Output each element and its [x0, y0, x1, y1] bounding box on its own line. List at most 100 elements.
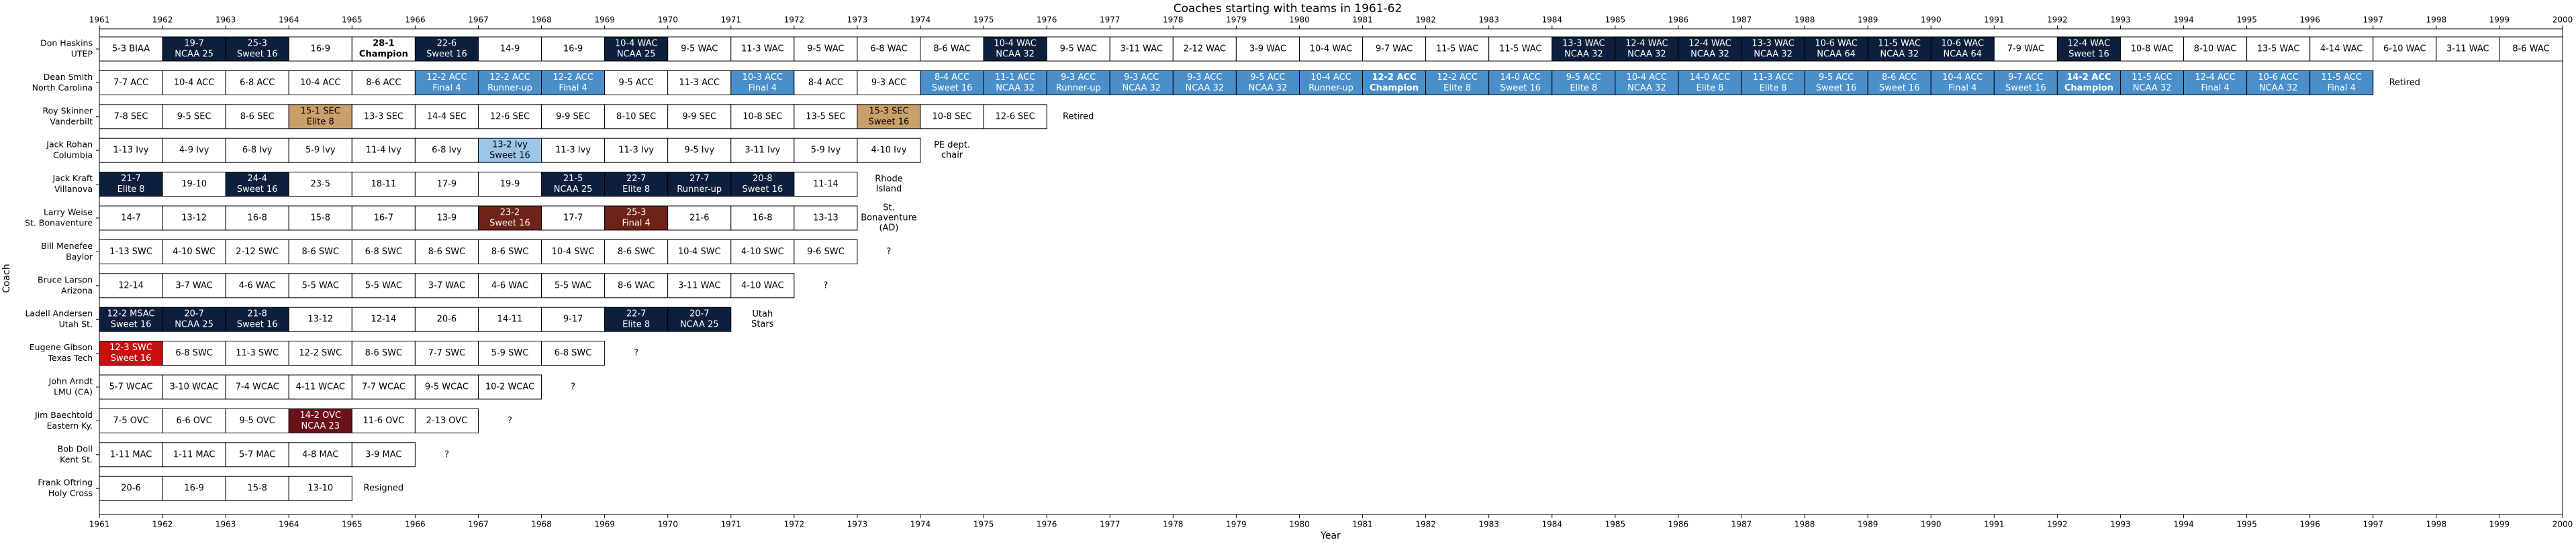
team-name-label: Baylor	[66, 252, 93, 262]
season-bar	[351, 374, 416, 400]
season-record-label: 14-0 ACC	[1500, 72, 1540, 83]
season-bar	[99, 307, 163, 332]
season-bar	[604, 307, 669, 332]
season-bar	[351, 36, 416, 62]
x-tick-label-bottom: 1967	[468, 520, 489, 529]
y-axis-label: Coach	[1, 264, 12, 293]
season-record-label: 12-2 SWC	[299, 348, 342, 358]
season-bar	[162, 138, 226, 163]
x-tick-label-top: 1977	[1100, 15, 1120, 25]
x-tick-label-bottom: 1989	[1858, 520, 1878, 529]
x-tick-label-bottom: 1996	[2299, 520, 2320, 529]
season-bar	[351, 341, 416, 366]
coach-name-label: Bob Doll	[58, 443, 93, 453]
x-tick-label-top: 1976	[1037, 15, 1057, 25]
end-note-label: Retired	[2389, 78, 2420, 88]
season-record-label: 20-7	[184, 309, 204, 319]
season-bar	[225, 36, 289, 62]
season-record-label: 10-4 WAC	[1310, 44, 1353, 54]
season-record-label: 27-7	[689, 174, 710, 184]
season-record-label: 9-6 SWC	[807, 247, 845, 257]
season-record-label: 15-8	[311, 213, 331, 223]
season-bar	[162, 205, 226, 231]
x-tick-label-bottom: 1991	[1984, 520, 2005, 529]
season-bar	[2499, 36, 2563, 62]
season-record-label: 8-6 SWC	[428, 247, 466, 257]
season-record-label: 4-10 WAC	[741, 280, 784, 290]
season-record-label: 17-7	[563, 213, 583, 223]
coach-name-label: Jack Kraft	[52, 173, 93, 183]
season-bar	[604, 205, 669, 231]
season-result-label: NCAA 32	[2259, 83, 2298, 93]
season-result-label: NCAA 32	[2133, 83, 2172, 93]
season-bar	[2119, 36, 2185, 62]
season-record-label: 7-5 OVC	[113, 416, 148, 426]
season-record-label: 10-4 ACC	[300, 78, 340, 88]
season-record-label: 13-13	[813, 213, 839, 223]
season-bar	[99, 70, 163, 95]
season-record-label: 1-11 MAC	[173, 449, 216, 459]
team-name-label: St. Bonaventure	[25, 218, 93, 228]
season-result-label: Champion	[359, 50, 408, 60]
season-result-label: Final 4	[559, 83, 587, 93]
team-name-label: Villanova	[54, 184, 93, 194]
season-bar	[99, 104, 163, 129]
season-bar	[99, 476, 163, 501]
season-record-label: 11-3 SWC	[236, 348, 279, 358]
season-bar	[604, 104, 669, 129]
season-bar	[541, 341, 606, 366]
season-result-label: NCAA 25	[680, 320, 719, 330]
season-record-label: 6-8 Ivy	[432, 146, 462, 156]
season-record-label: 13-12	[307, 315, 333, 325]
season-record-label: 10-3 ACC	[743, 72, 783, 83]
x-tick-label-top: 1969	[594, 15, 615, 25]
season-record-label: 10-2 WCAC	[485, 382, 534, 392]
season-record-label: 16-9	[311, 44, 331, 54]
season-record-label: 23-5	[311, 179, 331, 189]
season-bar	[225, 239, 289, 264]
season-bar	[477, 104, 542, 129]
season-record-label: 6-8 WAC	[870, 44, 907, 54]
coach-name-label: Don Haskins	[40, 38, 93, 48]
season-bar	[1235, 36, 1300, 62]
season-result-label: NCAA 32	[1186, 83, 1225, 93]
x-tick-label-bottom: 1971	[720, 520, 741, 529]
season-bar	[99, 273, 163, 298]
season-result-label: Elite 8	[1696, 83, 1723, 93]
season-record-label: 22-7	[626, 309, 647, 319]
season-record-label: 10-4 ACC	[1942, 72, 1983, 83]
season-bar	[1993, 36, 2058, 62]
season-bar	[541, 36, 606, 62]
season-bar	[541, 104, 606, 129]
season-result-label: Sweet 16	[742, 184, 783, 195]
season-record-label: 11-3 ACC	[679, 78, 719, 88]
end-note-label: Utah	[752, 309, 773, 319]
x-tick-label-top: 1962	[152, 15, 173, 25]
x-tick-label-bottom: 1984	[1541, 520, 1562, 529]
season-bar	[2056, 36, 2121, 62]
season-result-label: Elite 8	[1570, 83, 1597, 93]
season-bar	[477, 273, 542, 298]
team-name-label: Vanderbilt	[50, 116, 93, 126]
season-bar	[99, 36, 163, 62]
season-bar	[730, 239, 795, 264]
season-record-label: 6-8 ACC	[240, 78, 275, 88]
end-note-label: Rhode	[875, 174, 902, 184]
season-record-label: 12-2 ACC	[1437, 72, 1477, 83]
season-record-label: 5-5 WAC	[555, 280, 591, 290]
team-name-label: Eastern Ky.	[47, 421, 93, 431]
season-bar	[667, 205, 732, 231]
season-bar	[288, 408, 352, 433]
x-tick-label-bottom: 1993	[2110, 520, 2131, 529]
season-bar	[225, 70, 289, 95]
x-tick-label-top: 1979	[1226, 15, 1247, 25]
season-record-label: 9-7 WAC	[1376, 44, 1413, 54]
plot-frame	[99, 28, 2563, 515]
season-record-label: 6-8 SWC	[555, 348, 592, 358]
season-record-label: 16-9	[563, 44, 583, 54]
season-bar	[2373, 36, 2437, 62]
season-result-label: Sweet 16	[1879, 83, 1920, 93]
season-record-label: 4-6 WAC	[491, 280, 528, 290]
team-name-label: UTEP	[71, 49, 93, 59]
season-bar	[541, 273, 606, 298]
